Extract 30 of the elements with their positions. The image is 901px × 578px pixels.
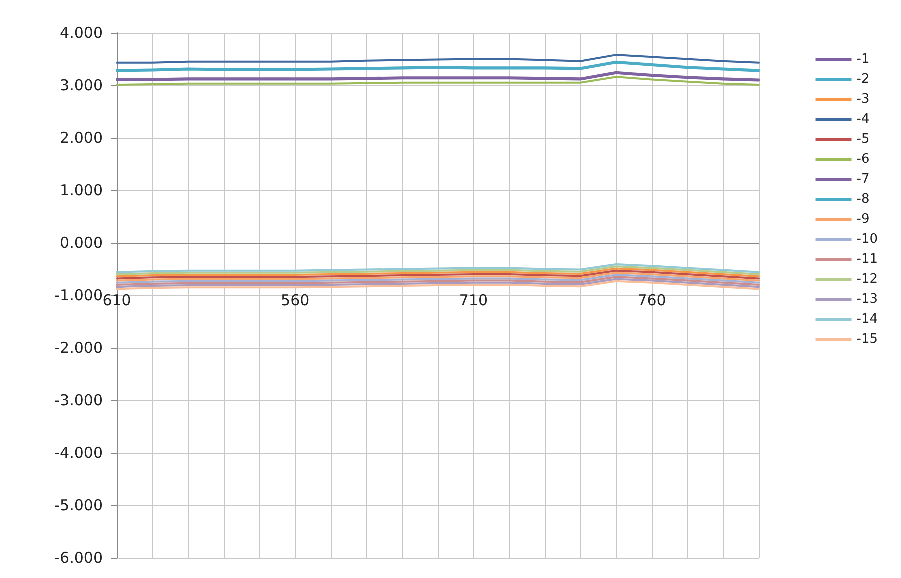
legend-label: -7 bbox=[856, 172, 870, 187]
x-tick-label: 710 bbox=[459, 292, 488, 310]
legend-label: -15 bbox=[856, 332, 878, 347]
y-tick-label: -6.000 bbox=[54, 549, 103, 567]
legend-label: -4 bbox=[856, 112, 870, 127]
y-tick-label: 4.000 bbox=[60, 24, 103, 42]
x-tick-label: 760 bbox=[638, 292, 666, 310]
x-tick-label: 610 bbox=[102, 292, 132, 310]
y-tick-label: 3.000 bbox=[60, 76, 103, 94]
legend-label: -1 bbox=[856, 52, 870, 67]
legend-label: -12 bbox=[856, 272, 878, 287]
y-tick-label: -4.000 bbox=[54, 444, 103, 462]
x-tick-label: 560 bbox=[281, 292, 310, 310]
legend-label: -6 bbox=[856, 152, 870, 167]
y-tick-label: -5.000 bbox=[54, 496, 103, 514]
legend-label: -2 bbox=[856, 72, 870, 87]
y-tick-label: -2.000 bbox=[54, 339, 103, 357]
y-tick-label: 2.000 bbox=[60, 129, 103, 147]
legend-label: -11 bbox=[856, 252, 878, 267]
y-tick-label: 0.000 bbox=[60, 234, 103, 252]
legend-label: -8 bbox=[856, 192, 870, 207]
legend-label: -14 bbox=[856, 312, 878, 327]
y-tick-label: -1.000 bbox=[54, 286, 103, 304]
y-tick-label: -3.000 bbox=[54, 392, 103, 410]
legend-label: -13 bbox=[856, 292, 878, 307]
y-tick-label: 1.000 bbox=[60, 182, 103, 200]
legend-label: -5 bbox=[856, 132, 870, 147]
legend-label: -9 bbox=[856, 212, 870, 227]
legend-label: -3 bbox=[856, 92, 870, 107]
legend-label: -10 bbox=[856, 232, 878, 247]
